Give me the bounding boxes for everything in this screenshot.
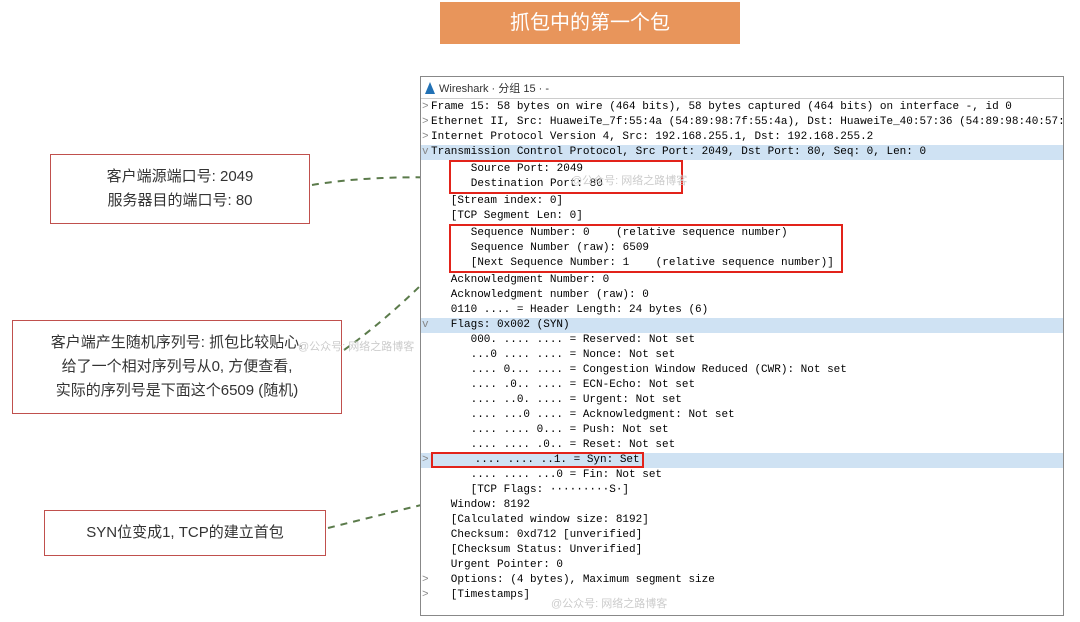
- tree-row[interactable]: Acknowledgment number (raw): 0: [421, 288, 1063, 303]
- tree-row[interactable]: >Frame 15: 58 bytes on wire (464 bits), …: [421, 100, 1063, 115]
- expand-icon[interactable]: >: [422, 588, 429, 603]
- collapse-icon[interactable]: v: [422, 318, 429, 333]
- annotation-syn: SYN位变成1, TCP的建立首包: [44, 510, 326, 556]
- redbox-sequence: Sequence Number: 0 (relative sequence nu…: [449, 224, 843, 273]
- tree-row[interactable]: >Internet Protocol Version 4, Src: 192.1…: [421, 130, 1063, 145]
- annotation-ports: 客户端源端口号: 2049 服务器目的端口号: 80: [50, 154, 310, 224]
- tree-row-syn[interactable]: > .... .... ..1. = Syn: Set: [421, 453, 1063, 468]
- expand-icon[interactable]: >: [422, 453, 429, 468]
- tree-row[interactable]: [Next Sequence Number: 1 (relative seque…: [451, 256, 841, 271]
- tree-row[interactable]: .... 0... .... = Congestion Window Reduc…: [421, 363, 1063, 378]
- wireshark-icon: [425, 82, 435, 94]
- tree-row[interactable]: [TCP Segment Len: 0]: [421, 209, 1063, 224]
- collapse-icon[interactable]: v: [422, 145, 429, 160]
- tree-row[interactable]: Sequence Number (raw): 6509: [451, 241, 841, 256]
- expand-icon[interactable]: >: [422, 130, 429, 145]
- tree-row[interactable]: [Calculated window size: 8192]: [421, 513, 1063, 528]
- tree-row[interactable]: .... .... 0... = Push: Not set: [421, 423, 1063, 438]
- expand-icon[interactable]: >: [422, 573, 429, 588]
- tree-row[interactable]: Source Port: 2049: [451, 162, 681, 177]
- tree-row[interactable]: .... .... ...0 = Fin: Not set: [421, 468, 1063, 483]
- wireshark-title-text: Wireshark · 分组 15 · -: [439, 80, 549, 96]
- tree-row[interactable]: .... .... .0.. = Reset: Not set: [421, 438, 1063, 453]
- tree-row-flags[interactable]: v Flags: 0x002 (SYN): [421, 318, 1063, 333]
- tree-row-tcp[interactable]: vTransmission Control Protocol, Src Port…: [421, 145, 1063, 160]
- tree-row[interactable]: >Ethernet II, Src: HuaweiTe_7f:55:4a (54…: [421, 115, 1063, 130]
- annot-text: SYN位变成1, TCP的建立首包: [59, 521, 311, 545]
- tree-row[interactable]: .... ..0. .... = Urgent: Not set: [421, 393, 1063, 408]
- annot-text: 客户端产生随机序列号: 抓包比较贴心,: [27, 331, 327, 355]
- wireshark-titlebar: Wireshark · 分组 15 · -: [421, 77, 1063, 99]
- tree-row[interactable]: Window: 8192: [421, 498, 1063, 513]
- redbox-ports: Source Port: 2049 Destination Port: 80: [449, 160, 683, 194]
- wireshark-window: Wireshark · 分组 15 · - >Frame 15: 58 byte…: [420, 76, 1064, 616]
- packet-details-pane[interactable]: >Frame 15: 58 bytes on wire (464 bits), …: [421, 99, 1063, 604]
- tree-row[interactable]: ...0 .... .... = Nonce: Not set: [421, 348, 1063, 363]
- redbox-syn: .... .... ..1. = Syn: Set: [431, 452, 644, 468]
- tree-row[interactable]: [TCP Flags: ·········S·]: [421, 483, 1063, 498]
- title-banner: 抓包中的第一个包: [440, 2, 740, 44]
- annot-text: 服务器目的端口号: 80: [65, 189, 295, 213]
- tree-row[interactable]: 000. .... .... = Reserved: Not set: [421, 333, 1063, 348]
- tree-row[interactable]: Destination Port: 80: [451, 177, 681, 192]
- tree-row[interactable]: Sequence Number: 0 (relative sequence nu…: [451, 226, 841, 241]
- annot-text: 客户端源端口号: 2049: [65, 165, 295, 189]
- annot-text: 给了一个相对序列号从0, 方便查看,: [27, 355, 327, 379]
- tree-row[interactable]: > [Timestamps]: [421, 588, 1063, 603]
- tree-row[interactable]: > Options: (4 bytes), Maximum segment si…: [421, 573, 1063, 588]
- tree-row[interactable]: Acknowledgment Number: 0: [421, 273, 1063, 288]
- expand-icon[interactable]: >: [422, 100, 429, 115]
- tree-row[interactable]: Urgent Pointer: 0: [421, 558, 1063, 573]
- annot-text: 实际的序列号是下面这个6509 (随机): [27, 379, 327, 403]
- expand-icon[interactable]: >: [422, 115, 429, 130]
- tree-row[interactable]: Checksum: 0xd712 [unverified]: [421, 528, 1063, 543]
- tree-row[interactable]: 0110 .... = Header Length: 24 bytes (6): [421, 303, 1063, 318]
- annotation-sequence: 客户端产生随机序列号: 抓包比较贴心, 给了一个相对序列号从0, 方便查看, 实…: [12, 320, 342, 414]
- tree-row[interactable]: .... ...0 .... = Acknowledgment: Not set: [421, 408, 1063, 423]
- tree-row[interactable]: [Stream index: 0]: [421, 194, 1063, 209]
- tree-row[interactable]: [Checksum Status: Unverified]: [421, 543, 1063, 558]
- tree-row[interactable]: .... .0.. .... = ECN-Echo: Not set: [421, 378, 1063, 393]
